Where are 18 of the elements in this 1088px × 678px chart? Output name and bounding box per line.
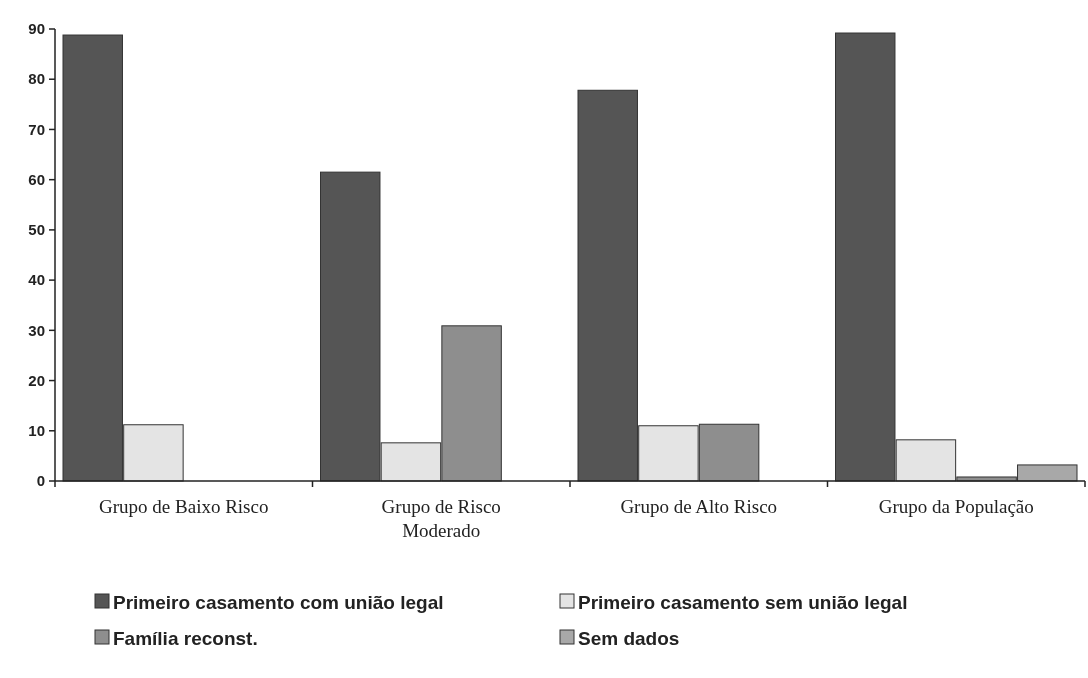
legend-label: Família reconst. <box>113 627 258 649</box>
y-tick-label: 90 <box>28 20 45 38</box>
y-tick-label: 60 <box>28 170 45 188</box>
y-tick-label: 80 <box>28 70 45 88</box>
x-tick-label: Grupo da População <box>878 496 1034 517</box>
y-tick-label: 30 <box>28 321 45 339</box>
y-tick-label: 0 <box>36 472 45 490</box>
y-tick-label: 10 <box>28 422 45 440</box>
y-tick-label: 70 <box>28 120 45 138</box>
legend-label: Sem dados <box>578 627 680 649</box>
x-tick-label: Grupo de Alto Risco <box>620 496 778 517</box>
x-tick-label: Grupo de Risco Moderado <box>381 496 501 541</box>
legend-label: Primeiro casamento com união legal <box>113 591 444 613</box>
y-tick-label: 40 <box>28 271 45 289</box>
legend-label: Primeiro casamento sem união legal <box>578 591 908 613</box>
y-tick-label: 50 <box>28 221 45 239</box>
y-tick-label: 20 <box>28 371 45 389</box>
x-tick-label: Grupo de Baixo Risco <box>99 496 269 517</box>
